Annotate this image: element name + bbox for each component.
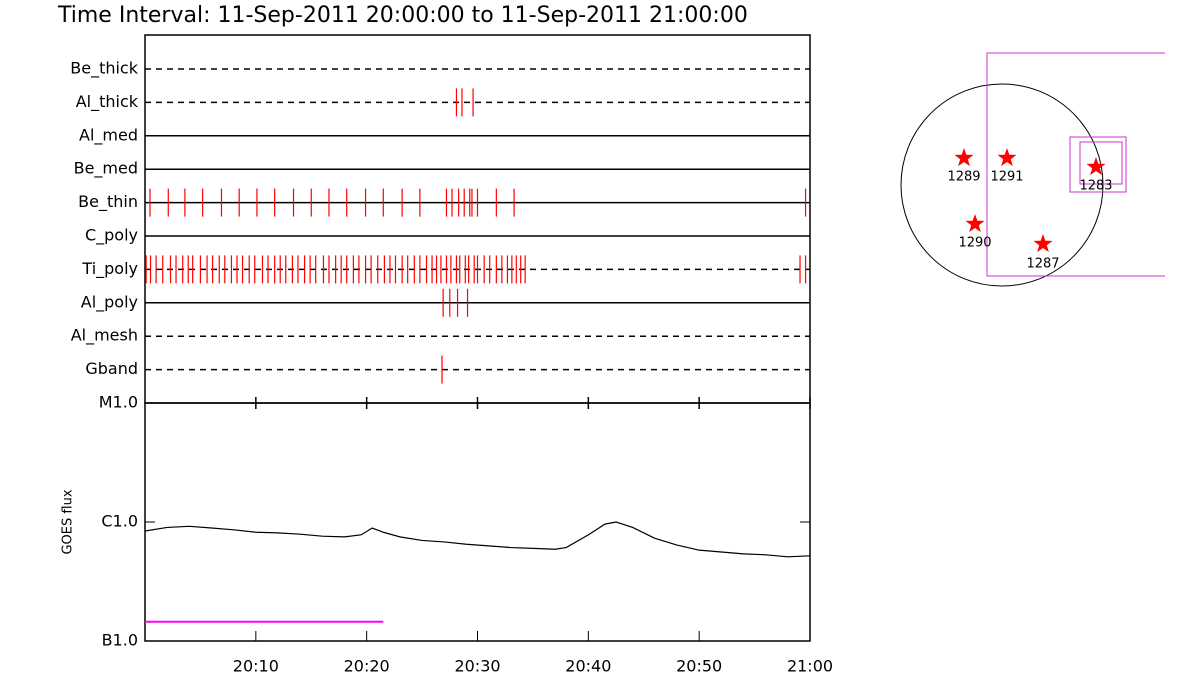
y-tick-label: C1.0 xyxy=(101,512,138,531)
row-label: Al_med xyxy=(79,125,138,145)
y-axis-label: GOES flux xyxy=(61,489,76,554)
row-label: Be_thin xyxy=(78,192,138,212)
fov-box xyxy=(1069,136,1127,193)
x-tick-label: 20:20 xyxy=(344,657,390,676)
region-star xyxy=(1033,234,1053,253)
x-tick-label: 20:10 xyxy=(233,657,279,676)
timeline-frame xyxy=(144,34,811,404)
sun-map: 1289 1291 1283 1290 1287 xyxy=(900,52,1165,287)
region-star xyxy=(954,148,974,167)
row-label: C_poly xyxy=(85,226,138,246)
goes-frame xyxy=(144,402,811,642)
row-label: Be_thick xyxy=(70,59,138,79)
fov-box xyxy=(1079,141,1123,185)
region-label: 1287 xyxy=(1026,257,1059,272)
region-label: 1290 xyxy=(958,236,991,251)
y-tick-label: B1.0 xyxy=(102,631,138,650)
region-label: 1283 xyxy=(1079,179,1112,194)
chart-title: Time Interval: 11-Sep-2011 20:00:00 to 1… xyxy=(57,3,748,28)
row-label: Al_poly xyxy=(81,292,138,312)
region-star xyxy=(965,214,985,233)
row-label: Be_med xyxy=(74,159,138,179)
x-tick-label: 20:30 xyxy=(454,657,500,676)
row-label: Al_thick xyxy=(76,92,139,112)
y-tick-label: M1.0 xyxy=(99,393,138,412)
region-label: 1289 xyxy=(947,170,980,185)
region-star xyxy=(997,148,1017,167)
goes-curve xyxy=(144,521,811,558)
row-label: Gband xyxy=(85,359,138,378)
row-label: Al_mesh xyxy=(71,326,138,346)
x-tick-label: 20:40 xyxy=(565,657,611,676)
x-tick-label: 21:00 xyxy=(787,657,833,676)
field-of-view xyxy=(986,52,1165,277)
x-tick-label: 20:50 xyxy=(676,657,722,676)
region-label: 1291 xyxy=(990,170,1023,185)
row-label: Ti_poly xyxy=(81,259,138,279)
solar-disk xyxy=(900,83,1104,287)
